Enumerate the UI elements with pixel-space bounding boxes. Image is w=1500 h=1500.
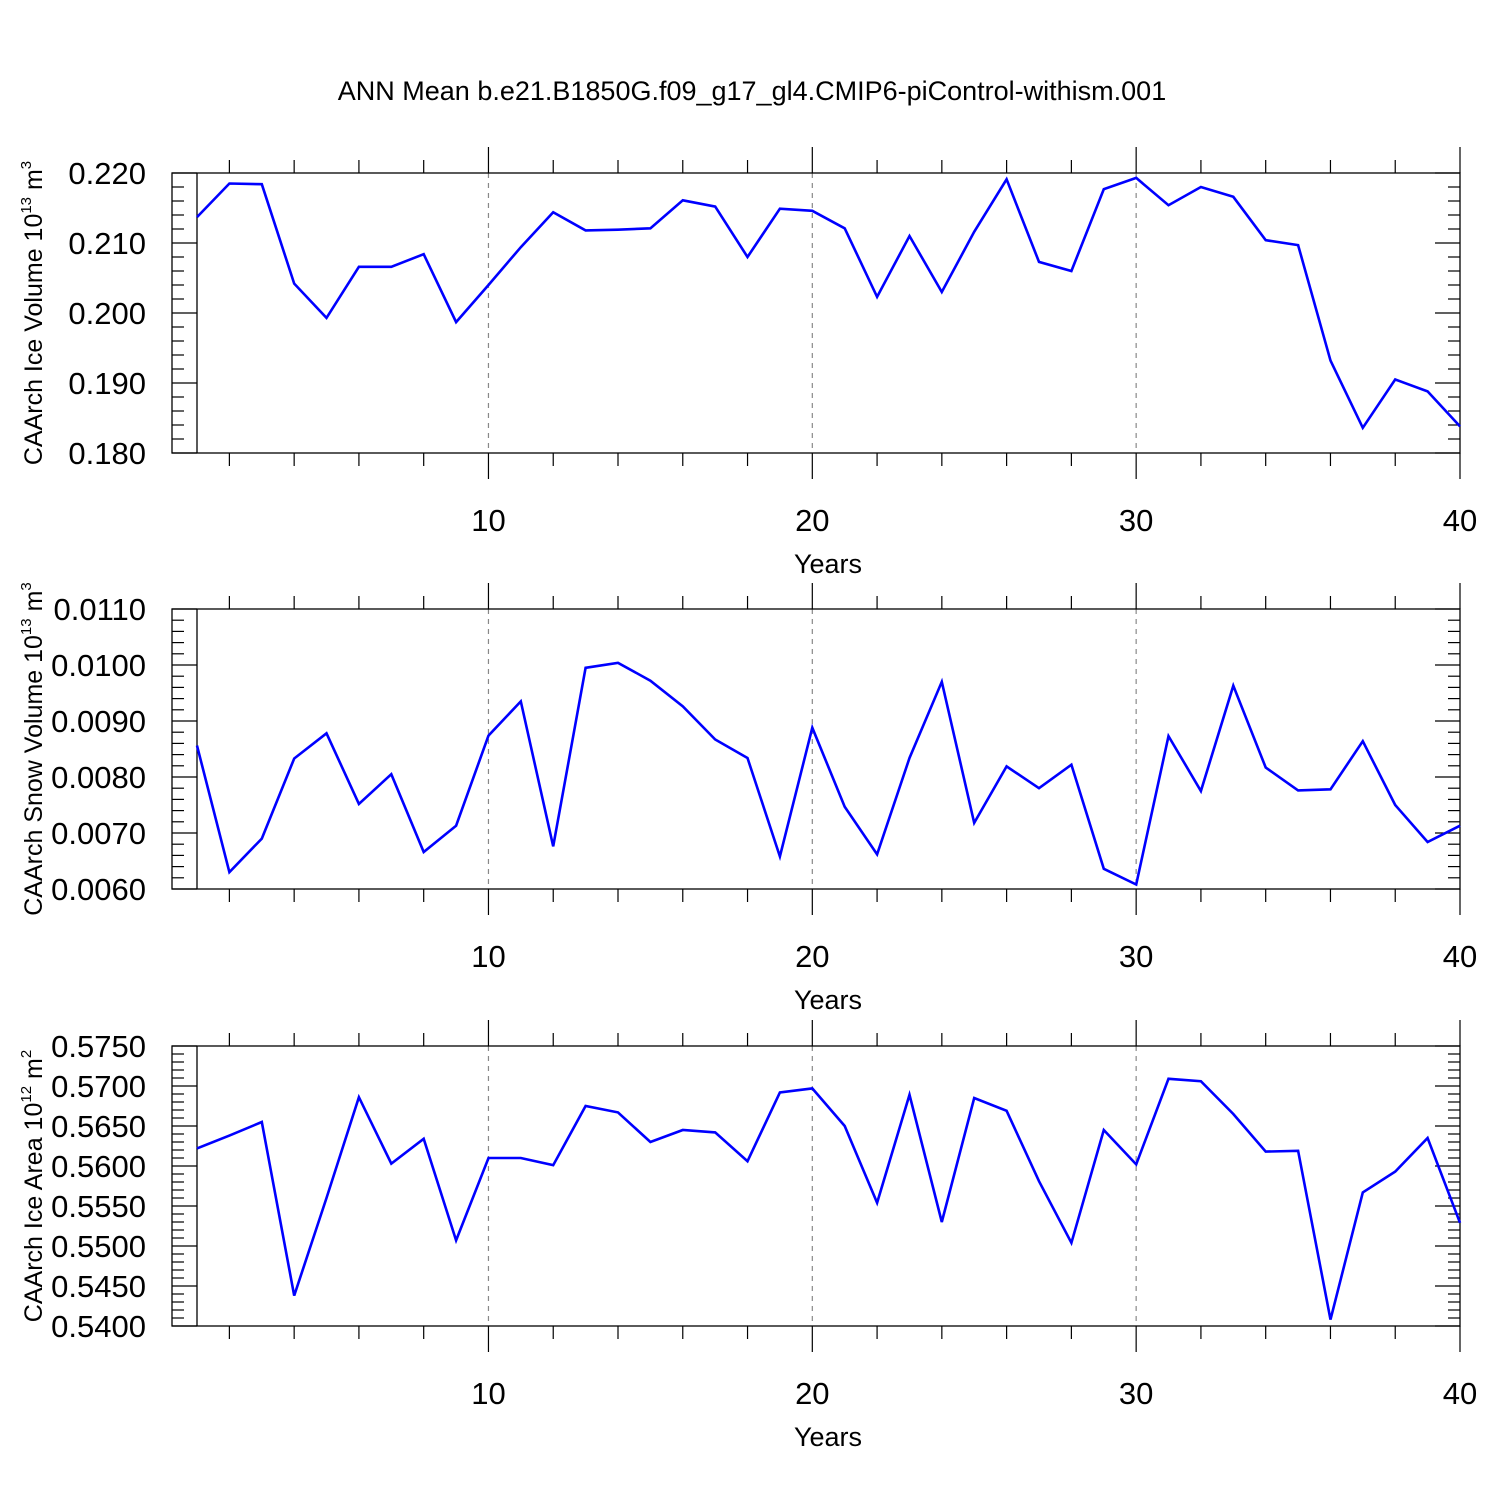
x-tick-label: 30 <box>1119 939 1153 974</box>
x-ticks <box>228 147 1461 479</box>
y-tick-label: 0.180 <box>68 436 146 471</box>
x-tick-label: 40 <box>1443 503 1477 538</box>
x-tick-label: 40 <box>1443 1376 1477 1411</box>
y-axis-label: CAArch Snow Volume 1013 m3 <box>18 582 48 916</box>
x-tick-label: 10 <box>471 1376 505 1411</box>
chart-panel-1: 0.180 0.190 0.200 0.210 0.220 10 20 30 40 Years CA… <box>18 147 1477 579</box>
y-tick-label: 0.200 <box>68 296 146 331</box>
y-ticks <box>172 1045 1460 1327</box>
y-tick-label: 0.5600 <box>51 1149 146 1184</box>
y-axis-label: CAArch Ice Area 1012 m2 <box>18 1050 48 1322</box>
x-tick-label: 20 <box>795 1376 829 1411</box>
y-tick-label: 0.0060 <box>51 872 146 907</box>
data-points <box>197 663 1460 885</box>
x-tick-label: 20 <box>795 503 829 538</box>
x-tick-label: 40 <box>1443 939 1477 974</box>
y-tick-label: 0.0100 <box>51 648 146 683</box>
x-tick-label: 10 <box>471 939 505 974</box>
y-tick-label: 0.5650 <box>51 1109 146 1144</box>
y-tick-label: 0.0090 <box>51 704 146 739</box>
y-ticks <box>172 608 1460 890</box>
y-tick-label: 0.220 <box>68 156 146 191</box>
y-tick-label: 0.5750 <box>51 1029 146 1064</box>
y-tick-label: 0.5400 <box>51 1309 146 1344</box>
y-tick-label: 0.0110 <box>53 592 146 627</box>
chart-panels: 0.180 0.190 0.200 0.210 0.220 10 20 30 40 Years CA… <box>18 147 1477 1452</box>
y-ticks <box>172 172 1460 454</box>
x-axis-label: Years <box>794 985 862 1015</box>
chart-panel-2: 0.0060 0.0070 0.0080 0.0090 0.0100 0.0110 10 20… <box>18 582 1477 1015</box>
data-series-line <box>195 661 1461 887</box>
y-tick-label: 0.0070 <box>51 816 146 851</box>
x-ticks <box>228 1020 1461 1352</box>
x-ticks <box>228 583 1461 915</box>
y-tick-label: 0.5500 <box>51 1229 146 1264</box>
plot-frame <box>171 172 1461 454</box>
x-axis-label: Years <box>794 549 862 579</box>
x-axis-label: Years <box>794 1422 862 1452</box>
y-tick-label: 0.5450 <box>51 1269 146 1304</box>
y-tick-label: 0.210 <box>68 226 146 261</box>
data-points <box>197 178 1460 428</box>
y-tick-label: 0.190 <box>68 366 146 401</box>
plot-frame <box>171 608 1461 890</box>
data-series-line <box>196 176 1461 431</box>
y-axis-label: CAArch Ice Volume 1013 m3 <box>18 161 48 465</box>
y-tick-label: 0.0080 <box>51 760 146 795</box>
x-tick-label: 30 <box>1119 1376 1153 1411</box>
x-tick-label: 30 <box>1119 503 1153 538</box>
chart-panel-3: 0.5400 0.5450 0.5500 0.5550 0.5600 0.5650 0.57… <box>18 1020 1477 1452</box>
x-tick-label: 10 <box>471 503 505 538</box>
y-tick-label: 0.5700 <box>51 1069 146 1104</box>
plot-frame <box>171 1045 1461 1327</box>
chart-title: ANN Mean b.e21.B1850G.f09_g17_gl4.CMIP6-… <box>338 76 1166 106</box>
y-tick-label: 0.5550 <box>51 1189 146 1224</box>
data-series-line <box>196 1077 1462 1320</box>
x-tick-label: 20 <box>795 939 829 974</box>
data-points <box>197 1079 1460 1320</box>
